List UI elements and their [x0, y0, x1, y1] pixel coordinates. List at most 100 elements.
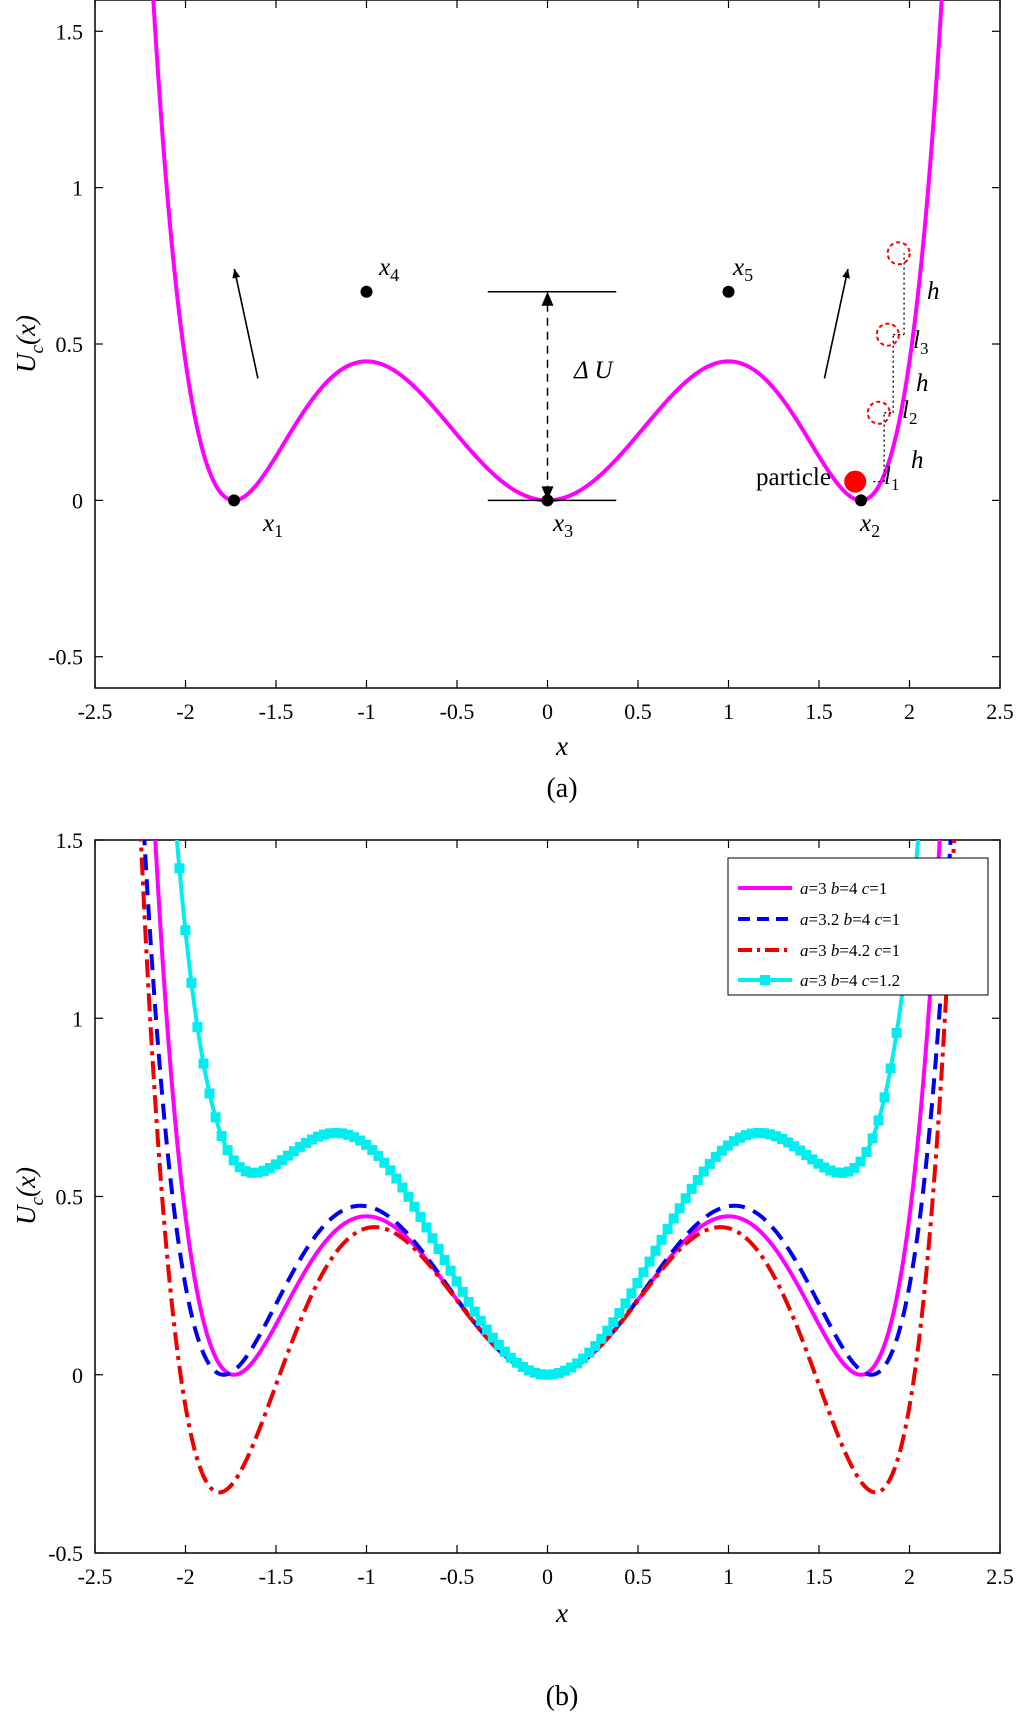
label-l3: l3	[913, 327, 928, 358]
panel-b-caption: (b)	[546, 1681, 579, 1712]
series-4-marker	[409, 1201, 420, 1212]
series-4-marker	[740, 1130, 751, 1141]
y-tick-label: -0.5	[48, 1541, 83, 1566]
series-4-marker	[258, 1165, 269, 1176]
series-4-marker	[734, 1132, 745, 1143]
x-tick-label: 0	[542, 1564, 553, 1589]
series-4-marker	[306, 1134, 317, 1145]
legend-entry-3: a=3 b=4.2 c=1	[800, 941, 900, 960]
label-x3: x3	[552, 510, 573, 541]
y-tick-label: 0	[72, 488, 83, 513]
label-delta-u: Δ U	[573, 357, 614, 384]
delta-u-arrowhead-down	[541, 486, 554, 501]
plot-a-frame	[94, 0, 1001, 689]
series-4-marker	[704, 1158, 715, 1169]
series-4-marker	[644, 1256, 655, 1267]
ghost-particle-3	[886, 241, 911, 266]
series-4-marker	[379, 1157, 390, 1168]
legend-box	[727, 857, 989, 996]
series-4-marker	[216, 1131, 227, 1142]
panel-b: -2.5 -2 -1.5 -1 -0.5 0 0.5 1 1.5 2 2.5 -0.5 0 0.5 1 1.5…	[11, 828, 1014, 1712]
series-4-marker	[204, 1088, 215, 1099]
series-4-marker	[771, 1131, 782, 1142]
series-4-marker	[674, 1203, 685, 1214]
series-4-marker	[270, 1159, 281, 1170]
series-4-marker	[807, 1154, 818, 1165]
series-4-marker	[222, 1145, 233, 1156]
series-4-marker	[855, 1156, 866, 1167]
series-4-marker	[867, 1133, 878, 1144]
series-4-marker	[656, 1234, 667, 1245]
point-x3	[541, 494, 554, 507]
delta-u-arrowhead-up	[541, 291, 554, 306]
series-4-marker	[728, 1136, 739, 1147]
series-4-marker	[590, 1341, 601, 1352]
series-4-marker	[397, 1182, 408, 1193]
series-4-marker	[475, 1315, 486, 1326]
series-4-marker	[427, 1233, 438, 1244]
series-4-marker	[288, 1146, 299, 1157]
y-tick-label: 1	[72, 1006, 83, 1031]
series-4-marker	[367, 1144, 378, 1155]
series-4-marker	[511, 1357, 522, 1368]
series-4-marker	[596, 1333, 607, 1344]
x-tick-label: 1.5	[805, 1564, 833, 1589]
series-4-marker	[415, 1211, 426, 1222]
series-4-marker	[282, 1150, 293, 1161]
series-4-marker	[620, 1298, 631, 1309]
series-4-marker	[819, 1162, 830, 1173]
x-tick-label: -0.5	[440, 1564, 475, 1589]
series-4-marker	[457, 1286, 468, 1297]
series-4-marker	[210, 1112, 221, 1123]
series-4-marker	[373, 1150, 384, 1161]
panel-a-caption: (a)	[546, 773, 577, 804]
ghost-particle-2	[875, 322, 900, 347]
series-4-marker	[529, 1367, 540, 1378]
label-particle: particle	[756, 464, 831, 491]
series-4-marker	[608, 1317, 619, 1328]
series-4-marker	[313, 1131, 324, 1142]
series-4-marker	[548, 1369, 559, 1380]
panel-a-ylabel: Uc(x)	[11, 315, 48, 373]
series-4-marker	[753, 1127, 764, 1138]
series-4-marker	[252, 1167, 263, 1178]
series-4-marker	[517, 1361, 528, 1372]
series-4-marker	[228, 1155, 239, 1166]
series-4-marker	[602, 1325, 613, 1336]
y-tick-label: 0.5	[56, 1185, 84, 1210]
legend-entry-4: a=3 b=4 c=1.2	[800, 971, 900, 990]
label-h-1: h	[911, 447, 924, 474]
series-4-marker	[680, 1193, 691, 1204]
series-4-marker	[294, 1141, 305, 1152]
y-tick-label: 1.5	[56, 828, 84, 853]
panel-a-annotations	[228, 241, 911, 507]
series-4-marker	[493, 1340, 504, 1351]
series-4-marker	[469, 1306, 480, 1317]
series-4-marker	[891, 1027, 902, 1038]
series-4-marker	[246, 1167, 257, 1178]
series-line-2	[142, 840, 953, 1377]
series-4-marker	[174, 863, 185, 874]
x-tick-label: -2	[176, 1564, 194, 1589]
label-x5: x5	[732, 254, 753, 285]
series-4-marker	[650, 1245, 661, 1256]
series-4-marker	[584, 1347, 595, 1358]
label-l1: l1	[884, 463, 899, 494]
series-4-marker	[662, 1224, 673, 1235]
direction-arrow-2	[823, 268, 850, 379]
series-4-marker	[716, 1145, 727, 1156]
series-4-marker	[668, 1213, 679, 1224]
series-4-marker	[481, 1324, 492, 1335]
series-4-marker	[801, 1149, 812, 1160]
x-tick-label: 1.5	[805, 699, 833, 724]
x-tick-label: -1.5	[259, 699, 294, 724]
panel-a-ticks: -2.5 -2 -1.5 -1 -0.5 0 0.5 1 1.5 2 2.5 -0.5 0 0.5 1 1.5	[48, 0, 1014, 724]
series-4-marker	[698, 1166, 709, 1177]
series-4-marker	[783, 1137, 794, 1148]
series-4-marker	[710, 1151, 721, 1162]
series-4-marker	[337, 1128, 348, 1139]
series-4-marker	[505, 1352, 516, 1363]
series-4-marker	[403, 1191, 414, 1202]
panel-b-curves	[138, 840, 957, 1495]
series-4-marker	[578, 1353, 589, 1364]
